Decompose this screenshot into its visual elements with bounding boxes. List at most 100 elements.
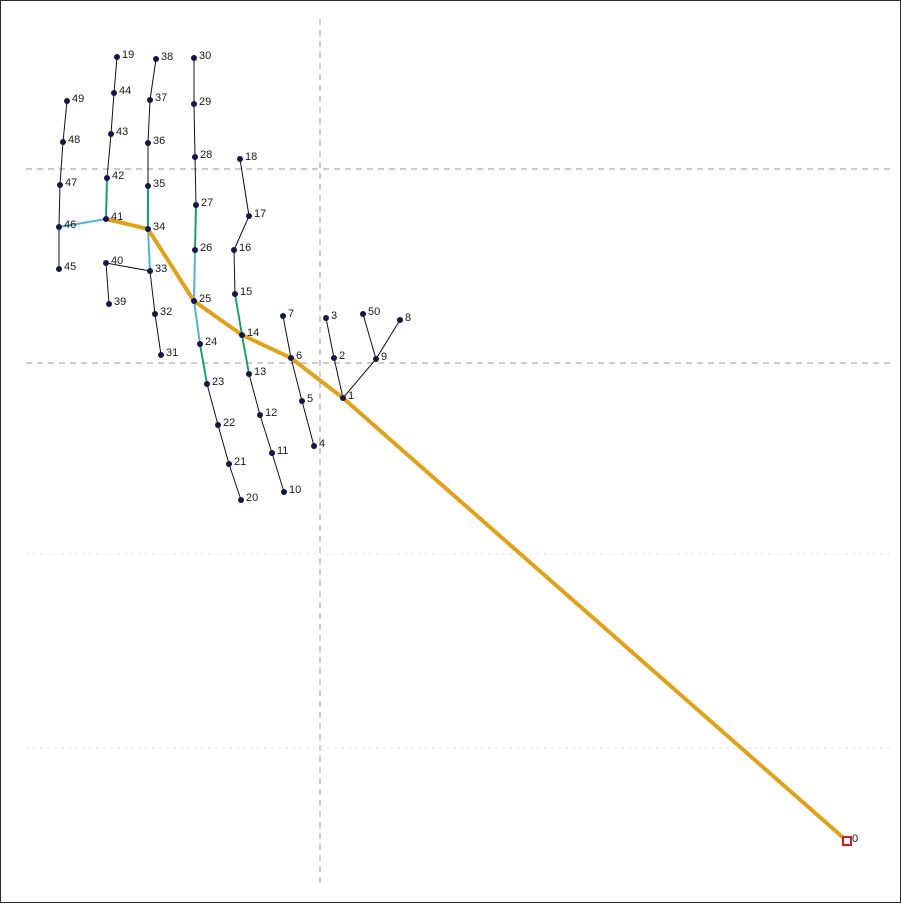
joint-node[interactable] — [288, 355, 294, 361]
joint-node[interactable] — [191, 55, 197, 61]
joint-node[interactable] — [215, 422, 221, 428]
joint-node[interactable] — [60, 139, 66, 145]
joint-node[interactable] — [239, 332, 245, 338]
joint-node[interactable] — [106, 301, 112, 307]
joint-node[interactable] — [192, 247, 198, 253]
joint-node[interactable] — [226, 461, 232, 467]
joint-label: 14 — [247, 327, 259, 339]
joint-node[interactable] — [103, 260, 109, 266]
joint-node[interactable] — [323, 315, 329, 321]
joint-label: 15 — [240, 286, 252, 298]
joint-label: 20 — [246, 492, 258, 504]
joint-node[interactable] — [232, 291, 238, 297]
link-22-21 — [217, 424, 230, 465]
joint-label: 2 — [339, 350, 345, 362]
link-42-43 — [106, 133, 112, 179]
joint-label: 12 — [265, 407, 277, 419]
joint-node[interactable] — [114, 54, 120, 60]
joint-node[interactable] — [246, 371, 252, 377]
joint-node[interactable] — [191, 298, 197, 304]
joint-label: 38 — [161, 51, 173, 63]
joint-label: 42 — [112, 170, 124, 182]
link-6-14 — [240, 333, 293, 360]
link-23-22 — [206, 383, 219, 426]
joint-label: 46 — [64, 219, 76, 231]
link-34-41 — [104, 217, 150, 231]
joint-node[interactable] — [331, 355, 337, 361]
link-28-29 — [193, 103, 196, 158]
joint-node[interactable] — [147, 97, 153, 103]
joint-node[interactable] — [281, 489, 287, 495]
link-34-33 — [147, 228, 151, 272]
link-44-19 — [113, 56, 118, 94]
joint-label: 23 — [212, 376, 224, 388]
joint-label: 49 — [72, 93, 84, 105]
joint-node[interactable] — [145, 226, 151, 232]
joint-node[interactable] — [152, 311, 158, 317]
link-14-25 — [192, 299, 244, 337]
joint-node[interactable] — [269, 450, 275, 456]
joint-node[interactable] — [204, 381, 210, 387]
joint-node[interactable] — [231, 247, 237, 253]
joint-node[interactable] — [103, 216, 109, 222]
joint-label: 13 — [254, 366, 266, 378]
joint-node[interactable] — [280, 313, 286, 319]
joint-label: 25 — [199, 293, 211, 305]
joint-node[interactable] — [147, 268, 153, 274]
link-33-32 — [149, 270, 156, 315]
link-32-31 — [154, 313, 162, 356]
joint-label: 17 — [254, 208, 266, 220]
joint-label: 37 — [155, 92, 167, 104]
joint-node[interactable] — [104, 175, 110, 181]
link-0-1 — [341, 396, 849, 843]
joint-node[interactable] — [373, 356, 379, 362]
joint-label: 39 — [114, 296, 126, 308]
link-25-24 — [193, 300, 201, 345]
link-47-48 — [59, 141, 64, 186]
joint-label: 21 — [234, 456, 246, 468]
link-1-9 — [342, 358, 377, 399]
joint-node[interactable] — [153, 56, 159, 62]
joint-label: 19 — [122, 49, 134, 61]
link-11-10 — [271, 452, 285, 493]
joint-node[interactable] — [257, 412, 263, 418]
joint-node[interactable] — [397, 317, 403, 323]
joint-node[interactable] — [145, 140, 151, 146]
joint-label: 45 — [64, 261, 76, 273]
joint-node[interactable] — [360, 311, 366, 317]
joint-label: 16 — [239, 242, 251, 254]
link-9-8 — [375, 319, 401, 360]
joint-node[interactable] — [191, 101, 197, 107]
root-joint-marker[interactable] — [842, 836, 852, 846]
joint-node[interactable] — [238, 497, 244, 503]
joint-node[interactable] — [246, 213, 252, 219]
joint-node[interactable] — [56, 266, 62, 272]
joint-node[interactable] — [193, 202, 199, 208]
joint-label: 18 — [245, 151, 257, 163]
joint-node[interactable] — [108, 131, 114, 137]
joint-node[interactable] — [192, 154, 198, 160]
link-1-2 — [333, 357, 344, 399]
joint-node[interactable] — [311, 443, 317, 449]
guide-lines — [26, 19, 891, 886]
joint-node[interactable] — [56, 224, 62, 230]
joint-label: 1 — [348, 390, 354, 402]
link-15-16 — [233, 249, 236, 295]
link-24-23 — [199, 343, 208, 385]
link-17-18 — [239, 158, 250, 217]
joint-node[interactable] — [64, 98, 70, 104]
joint-node[interactable] — [145, 183, 151, 189]
joint-label: 7 — [288, 308, 294, 320]
joint-node[interactable] — [111, 90, 117, 96]
joint-node[interactable] — [158, 352, 164, 358]
joint-node[interactable] — [299, 398, 305, 404]
joint-node[interactable] — [57, 182, 63, 188]
joint-node[interactable] — [340, 395, 346, 401]
joint-node[interactable] — [197, 341, 203, 347]
joint-label: 29 — [199, 96, 211, 108]
joint-label: 50 — [368, 306, 380, 318]
joint-node[interactable] — [237, 156, 243, 162]
bone-links — [58, 56, 849, 843]
